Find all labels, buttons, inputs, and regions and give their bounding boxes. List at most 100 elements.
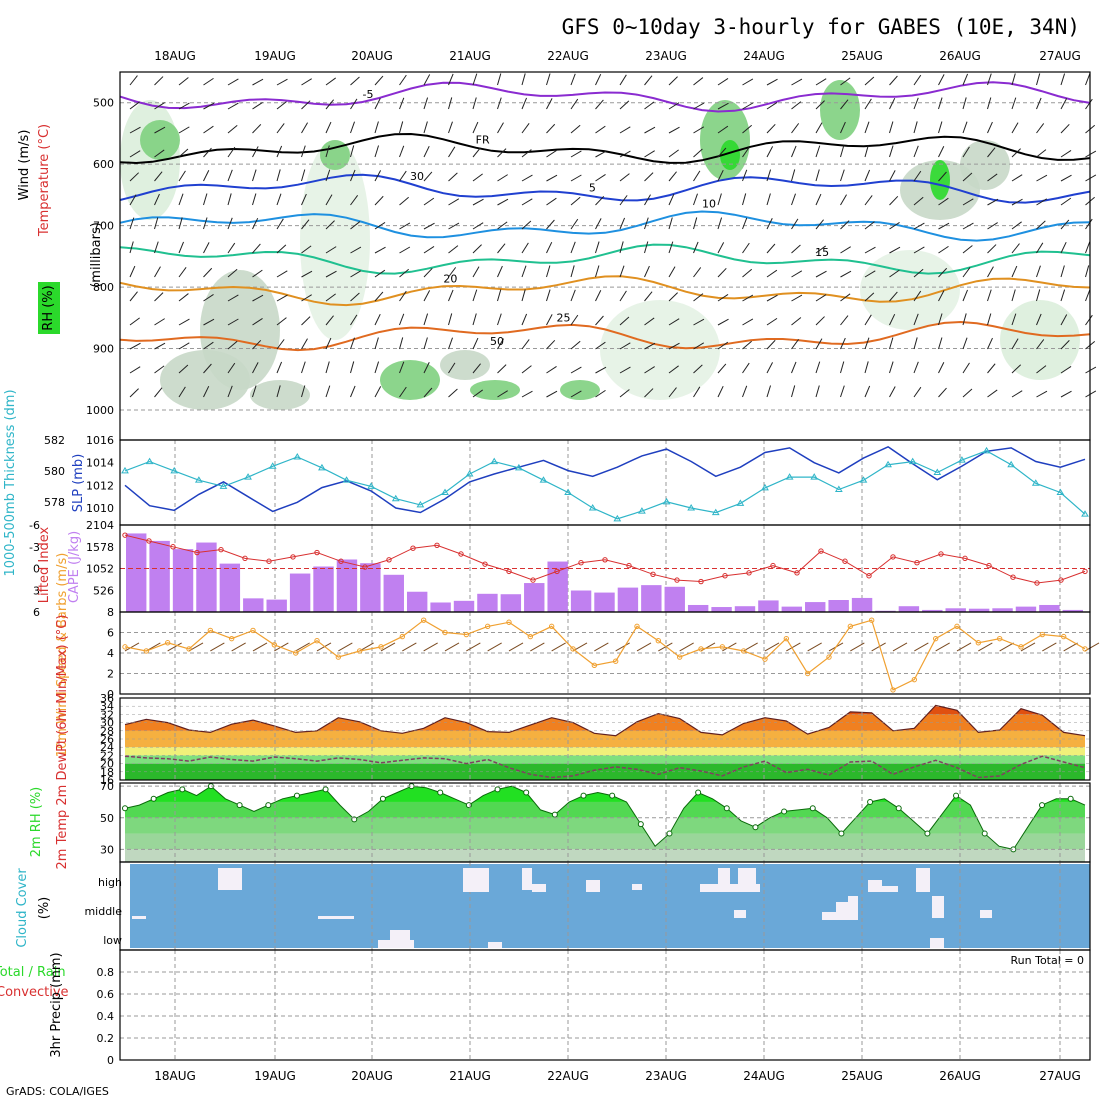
wind-barb (178, 386, 186, 398)
thickness-point (662, 497, 671, 505)
wind-barb (546, 73, 551, 86)
wind-barb (1011, 338, 1019, 350)
cape-tick: 2104 (86, 519, 114, 532)
date-label-bottom: 23AUG (645, 1069, 687, 1083)
wind-frame (119, 611, 1091, 695)
cloud-row-label: high (98, 876, 122, 889)
date-label-top: 25AUG (841, 49, 883, 63)
rh-shading (820, 80, 860, 140)
wind-barb (227, 340, 238, 350)
wind-speed-point (399, 633, 406, 640)
wind-barb (1085, 218, 1093, 230)
wind-barb (521, 339, 530, 350)
wind-barb (276, 218, 284, 230)
wind-barb (938, 74, 945, 86)
wind-barb (276, 145, 283, 158)
wind-barb (374, 313, 381, 326)
thickness-point (933, 468, 942, 475)
run-total: Run Total = 0 (1011, 954, 1085, 967)
wind-barb (742, 169, 748, 182)
wind-barb (840, 361, 845, 374)
wind-barb (448, 267, 457, 278)
wind-barb (227, 78, 239, 86)
wind-barb (374, 75, 384, 86)
cloud-cell (882, 886, 898, 892)
wind-barb (938, 267, 948, 278)
wind-barb (962, 198, 974, 206)
wind-barb (1060, 241, 1067, 254)
wind-barb (717, 242, 725, 254)
slp-line (124, 445, 1086, 514)
wind-tick: 6 (107, 627, 114, 640)
lifted-index-point (674, 577, 680, 583)
wind-barb (203, 341, 214, 350)
wind-barb (962, 121, 968, 134)
wind-barb (497, 338, 504, 350)
wind-barb (938, 197, 949, 206)
wind-barb (350, 221, 361, 230)
wind-barb (815, 193, 822, 206)
lifted-index-axis-label: Lifted Index (37, 526, 52, 603)
wind-barb (546, 241, 553, 254)
wind-barb (595, 150, 607, 158)
wind-barb (889, 361, 894, 374)
wind-barb (619, 100, 630, 110)
cloud-cell (868, 880, 882, 892)
wind-barb (595, 366, 607, 374)
wind-barb (252, 217, 259, 230)
rh-shading (720, 140, 740, 170)
wind-barb (423, 171, 433, 182)
wind-barb (295, 642, 310, 652)
slp-tick: 1012 (86, 479, 114, 492)
wind-speed-point (826, 654, 832, 660)
cape-bar (266, 599, 287, 612)
wind-barb (350, 361, 355, 374)
wind-barb (962, 337, 968, 350)
wind-barb (423, 222, 435, 230)
wind-barb (1036, 73, 1041, 86)
wind-barb (472, 147, 481, 158)
wind-barb (840, 246, 851, 254)
date-label-top: 26AUG (939, 49, 981, 63)
wind-barb (178, 126, 190, 134)
wind-barb (913, 361, 919, 374)
wind-barb (815, 338, 823, 350)
wind10m-axis-label: 10m Wind Speed & Barbs (m/s) (55, 553, 70, 758)
wind-barb (374, 170, 382, 182)
wind-barb (350, 76, 360, 86)
wind-barb (742, 146, 750, 158)
wind-barb (276, 270, 288, 278)
wind-barb (619, 173, 630, 182)
wind-speed-point (122, 644, 128, 650)
wind-barb (203, 267, 213, 278)
wind-barb (350, 246, 362, 254)
wind-barb (154, 266, 161, 278)
wind-barb (227, 362, 236, 374)
wind-barb (129, 150, 141, 158)
chart-title: GFS 0~10day 3-hourly for GABES (10E, 34N… (562, 15, 1080, 39)
wind-barb (1011, 313, 1017, 326)
wind-speed-point (676, 654, 683, 660)
thickness-point (170, 466, 179, 474)
wind-barb (423, 197, 435, 206)
wind-barb (764, 642, 780, 652)
date-label-bottom: 24AUG (743, 1069, 785, 1083)
wind-speed-point (506, 619, 512, 625)
wind-barb (448, 146, 456, 158)
cloud-cell (848, 896, 858, 920)
date-label-bottom: 22AUG (547, 1069, 589, 1083)
wind-barb (987, 97, 992, 110)
wind-barb (644, 388, 654, 398)
thickness-point (391, 494, 400, 502)
wind-barb (1036, 97, 1042, 110)
wind-barb (129, 101, 140, 110)
rh2m-point (1067, 795, 1074, 802)
wind-barb (399, 196, 409, 206)
wind-barb (497, 73, 502, 86)
wind-speed-point (484, 623, 491, 630)
wind-barb (252, 642, 268, 652)
wind-barb (595, 218, 602, 230)
wind-barb (791, 244, 801, 254)
wind-speed-point (228, 635, 235, 642)
wind-barb (999, 642, 1014, 652)
